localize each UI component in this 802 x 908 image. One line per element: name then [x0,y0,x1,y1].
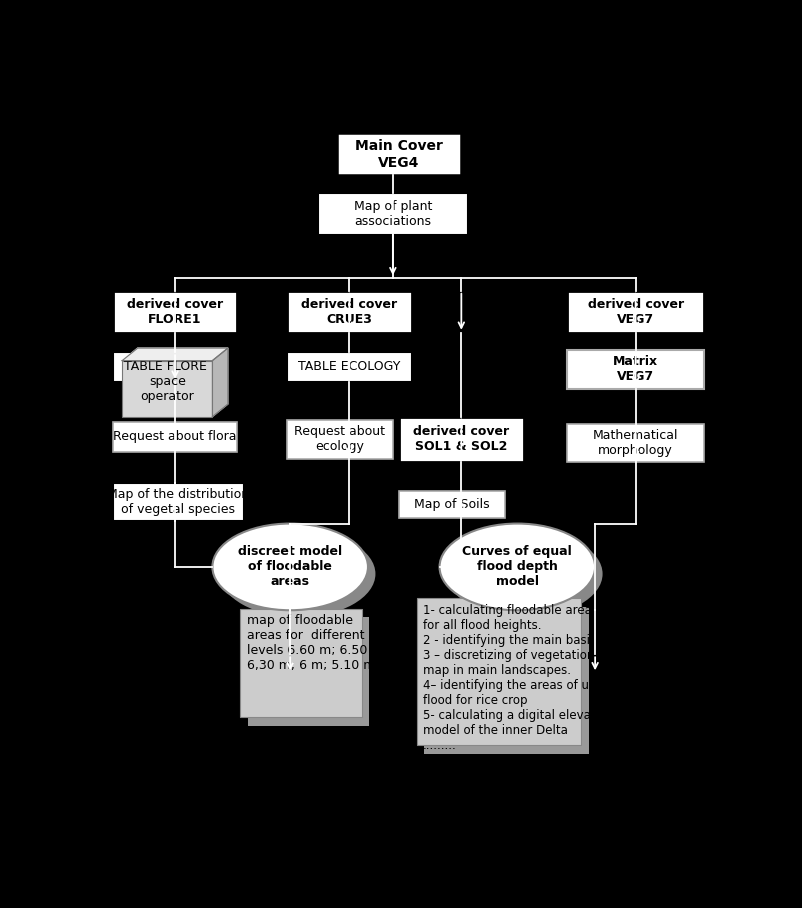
Text: TABLE ECOLOGY: TABLE ECOLOGY [298,360,400,373]
Text: derived cover
SOL1 & SOL2: derived cover SOL1 & SOL2 [413,425,508,453]
FancyBboxPatch shape [112,422,237,451]
FancyBboxPatch shape [287,420,392,459]
Text: 1- calculating floodable areas
for all flood heights.
2 - identifying the main b: 1- calculating floodable areas for all f… [422,604,617,752]
FancyBboxPatch shape [566,350,703,389]
Text: map of floodable
areas for  different
levels 6.60 m; 6.50 m;
6,30 m; 6 m; 5.10 m: map of floodable areas for different lev… [246,615,387,673]
FancyBboxPatch shape [112,352,218,381]
FancyBboxPatch shape [287,291,411,332]
Text: Matrix
VEG7: Matrix VEG7 [612,355,658,383]
FancyBboxPatch shape [287,352,411,381]
FancyBboxPatch shape [337,133,461,175]
Text: derived cover
FLORE1: derived cover FLORE1 [127,298,223,326]
FancyBboxPatch shape [399,491,504,518]
Text: Map of Soils: Map of Soils [414,498,489,511]
Ellipse shape [439,524,594,610]
Text: Request about flora: Request about flora [113,430,237,443]
Ellipse shape [212,524,367,610]
Text: Request about
ecology: Request about ecology [294,425,385,453]
Text: Main Cover
VEG4: Main Cover VEG4 [354,139,443,170]
FancyBboxPatch shape [566,423,703,462]
Text: discreet model
of floodable
areas: discreet model of floodable areas [238,546,342,588]
Text: Mathematical
morphology: Mathematical morphology [592,429,678,457]
Polygon shape [122,348,228,360]
FancyBboxPatch shape [416,598,581,745]
Text: Map of the distribution
of vegetal species: Map of the distribution of vegetal speci… [107,489,249,517]
Text: Curves of equal
flood depth
model: Curves of equal flood depth model [462,546,572,588]
FancyBboxPatch shape [423,607,588,754]
FancyBboxPatch shape [240,609,362,717]
Ellipse shape [220,530,375,617]
FancyBboxPatch shape [248,617,369,725]
FancyBboxPatch shape [399,417,523,462]
FancyBboxPatch shape [112,483,243,521]
Text: TABLE FLORE: TABLE FLORE [124,360,207,373]
FancyBboxPatch shape [566,291,703,332]
FancyBboxPatch shape [122,360,212,417]
FancyBboxPatch shape [112,291,237,332]
Text: derived cover
CRUE3: derived cover CRUE3 [301,298,397,326]
Text: derived cover
VEG7: derived cover VEG7 [587,298,683,326]
FancyBboxPatch shape [318,192,467,235]
Ellipse shape [447,530,602,617]
Polygon shape [212,348,228,417]
Text: Map of plant
associations: Map of plant associations [353,200,431,228]
Text: space
operator: space operator [140,375,194,402]
